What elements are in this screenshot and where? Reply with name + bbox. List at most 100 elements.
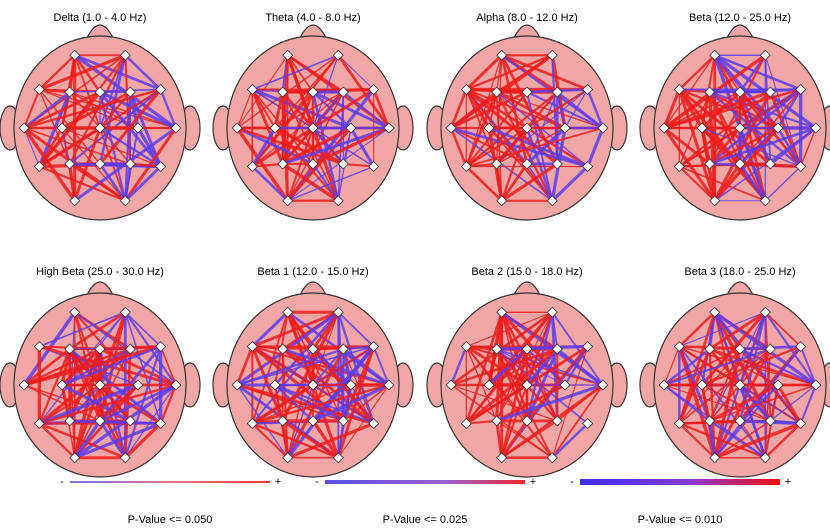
electrode bbox=[734, 343, 746, 355]
connection bbox=[372, 346, 390, 386]
electrode bbox=[759, 306, 771, 318]
connection bbox=[496, 383, 566, 423]
connection bbox=[738, 163, 767, 202]
connection bbox=[764, 422, 802, 459]
electrode bbox=[277, 86, 289, 98]
electrode bbox=[69, 49, 81, 61]
connection bbox=[487, 348, 499, 386]
electrode bbox=[337, 86, 349, 98]
connection bbox=[709, 126, 779, 166]
connection bbox=[708, 127, 742, 165]
connection bbox=[38, 54, 76, 91]
connection bbox=[449, 127, 468, 167]
electrode bbox=[559, 122, 571, 134]
connection bbox=[678, 422, 716, 459]
connection bbox=[287, 54, 314, 93]
connection bbox=[701, 384, 771, 422]
connection bbox=[159, 384, 177, 424]
electrode bbox=[673, 340, 685, 353]
connection bbox=[250, 127, 277, 168]
connection bbox=[495, 163, 504, 201]
connection bbox=[251, 422, 339, 459]
legend-plus: + bbox=[530, 476, 536, 488]
connection bbox=[496, 127, 566, 165]
connection bbox=[124, 384, 177, 459]
connection bbox=[501, 420, 558, 459]
connection bbox=[465, 384, 528, 425]
electrode bbox=[582, 417, 594, 430]
electrode bbox=[345, 122, 357, 134]
connection bbox=[488, 126, 589, 168]
electrode bbox=[246, 417, 258, 430]
electrode bbox=[772, 122, 784, 134]
connection bbox=[311, 419, 340, 459]
connection bbox=[709, 384, 817, 422]
connection bbox=[526, 384, 559, 422]
connection bbox=[312, 90, 390, 130]
connection bbox=[287, 421, 375, 460]
electrode bbox=[551, 415, 563, 427]
electrode bbox=[759, 195, 771, 207]
connection bbox=[465, 127, 528, 168]
electrode bbox=[496, 306, 508, 318]
connection bbox=[496, 344, 588, 351]
connection bbox=[739, 384, 801, 424]
connection bbox=[678, 165, 716, 202]
connection bbox=[312, 384, 375, 425]
legend-label: P-Value <= 0.010 bbox=[638, 514, 723, 526]
connection bbox=[236, 347, 344, 387]
connection bbox=[663, 348, 741, 386]
connection bbox=[678, 422, 766, 459]
connection bbox=[337, 311, 375, 348]
connection bbox=[68, 163, 77, 201]
electrode bbox=[69, 306, 81, 318]
connection bbox=[61, 90, 132, 130]
electrode bbox=[132, 379, 144, 391]
connection bbox=[286, 348, 345, 459]
electrode bbox=[597, 122, 609, 134]
connection bbox=[337, 54, 391, 129]
connection bbox=[274, 91, 344, 129]
connection bbox=[73, 420, 102, 459]
electrode bbox=[246, 340, 258, 353]
electrode bbox=[337, 343, 349, 355]
connection bbox=[465, 345, 528, 387]
electrode bbox=[307, 122, 319, 134]
connection bbox=[38, 383, 139, 426]
connection bbox=[500, 163, 529, 202]
electrode bbox=[521, 158, 533, 170]
connection bbox=[99, 383, 162, 425]
electrode bbox=[18, 122, 30, 134]
connection bbox=[551, 311, 604, 386]
connection bbox=[124, 127, 178, 202]
connection bbox=[281, 162, 340, 203]
connection bbox=[274, 384, 314, 422]
connection bbox=[450, 347, 558, 387]
electrode bbox=[696, 379, 708, 391]
electrode bbox=[795, 160, 807, 173]
connection bbox=[39, 383, 177, 425]
connection bbox=[235, 345, 254, 386]
electrode bbox=[546, 49, 558, 61]
electrode bbox=[546, 306, 558, 318]
connection bbox=[39, 88, 177, 129]
electrode bbox=[491, 415, 503, 427]
electrode bbox=[269, 379, 281, 391]
connection bbox=[764, 311, 802, 348]
connection bbox=[500, 162, 559, 203]
electrode bbox=[282, 452, 294, 464]
connection bbox=[500, 127, 529, 202]
electrode bbox=[69, 195, 81, 207]
connection bbox=[69, 88, 161, 93]
connection bbox=[61, 348, 131, 386]
connection bbox=[501, 53, 589, 91]
connection bbox=[551, 165, 589, 202]
electrode bbox=[734, 122, 746, 134]
electrode bbox=[282, 195, 294, 207]
connection bbox=[495, 91, 554, 202]
connection bbox=[38, 422, 126, 459]
connection bbox=[124, 311, 162, 348]
legend-bar bbox=[580, 479, 780, 485]
electrode bbox=[231, 122, 243, 134]
electrode bbox=[483, 379, 495, 391]
